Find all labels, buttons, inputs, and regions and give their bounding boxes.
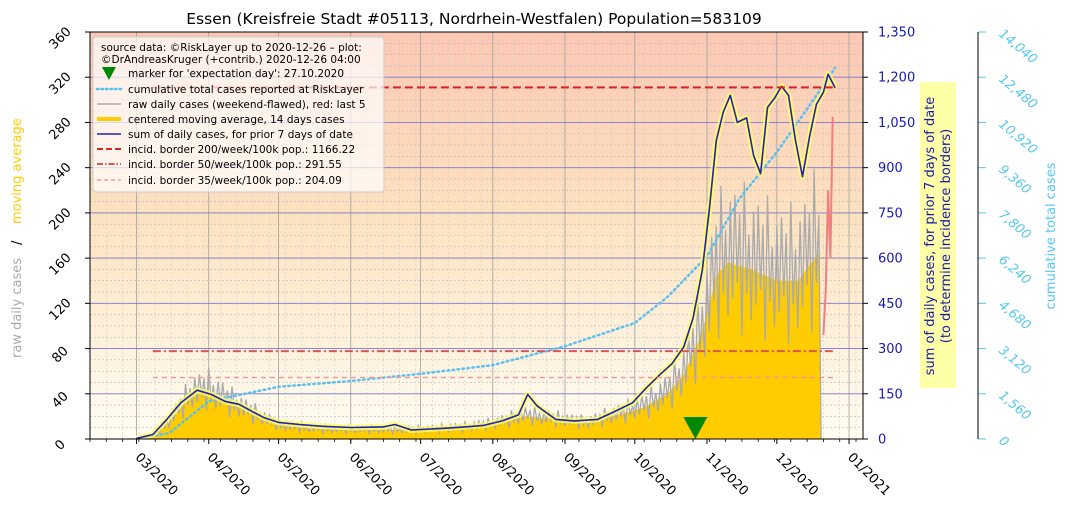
right-axis: 0 150 300 450 600 750 900 1,050 1,200 1,350 bbox=[863, 26, 915, 448]
right-tick-label: 1,350 bbox=[878, 26, 915, 41]
x-tick-label: 11/2020 bbox=[702, 450, 751, 499]
right-tick-label: 1,200 bbox=[878, 71, 915, 86]
right-tick-label: 450 bbox=[878, 297, 903, 312]
right-tick-label: 0 bbox=[878, 433, 886, 448]
right2-tick-label: 1,560 bbox=[995, 388, 1033, 423]
right2-tick-label: 6,240 bbox=[995, 253, 1033, 288]
right-axis-label-box bbox=[920, 82, 956, 388]
x-tick-label: 03/2020 bbox=[132, 450, 181, 499]
legend-entry-border200: incid. border 200/week/100k pop.: 1166.2… bbox=[128, 144, 355, 156]
right-tick-label: 750 bbox=[878, 206, 903, 221]
left-axis-label-sep: / bbox=[10, 240, 25, 245]
right-tick-label: 900 bbox=[878, 161, 903, 176]
raw-last5-line bbox=[822, 116, 834, 336]
right2-tick-label: 0 bbox=[995, 434, 1011, 451]
right2-tick-label: 10,920 bbox=[995, 117, 1039, 158]
right-tick-label: 1,050 bbox=[878, 116, 915, 131]
legend-entry-ma: centered moving average, 14 days cases bbox=[128, 114, 345, 126]
left-tick-label: 160 bbox=[46, 251, 74, 279]
right2-tick-label: 9,360 bbox=[995, 162, 1033, 197]
legend-header-1: source data: ©RiskLayer up to 2020-12-26… bbox=[101, 42, 362, 54]
left-tick-label: 320 bbox=[46, 70, 74, 98]
legend-marker-icon bbox=[102, 67, 116, 80]
right-axis-2: 0 1,560 3,120 4,680 6,240 7,800 9,360 10,92012,… bbox=[978, 27, 1040, 451]
right-axis-label-line1: sum of daily cases, for prior 7 days of … bbox=[923, 97, 938, 376]
legend-entry-border50: incid. border 50/week/100k pop.: 291.55 bbox=[128, 159, 342, 171]
sum7-line bbox=[136, 73, 836, 439]
right2-tick-label: 3,120 bbox=[995, 343, 1033, 378]
left-axis-label-ma: moving average bbox=[10, 118, 25, 224]
x-tick-label: 04/2020 bbox=[204, 450, 253, 499]
left-axis: 0 40 80 120 160 200 240 280 320 360 bbox=[46, 24, 90, 454]
right-tick-label: 150 bbox=[878, 387, 903, 402]
legend-header-2: ©DrAndreasKruger (+contrib.) 2020-12-26 … bbox=[101, 54, 361, 66]
right2-tick-label: 7,800 bbox=[995, 207, 1033, 242]
chart-title: Essen (Kreisfreie Stadt #05113, Nordrhei… bbox=[186, 10, 761, 28]
x-tick-label: 12/2020 bbox=[772, 450, 821, 499]
legend-entry-raw: raw daily cases (weekend-flawed), red: l… bbox=[128, 99, 366, 111]
left-tick-label: 200 bbox=[46, 205, 74, 233]
right2-tick-label: 14,040 bbox=[995, 27, 1039, 68]
right2-tick-label: 4,680 bbox=[995, 298, 1033, 333]
expectation-day-marker bbox=[683, 417, 708, 439]
right2-tick-label: 12,480 bbox=[995, 72, 1039, 113]
x-tick-label: 07/2020 bbox=[416, 450, 465, 499]
x-tick-label: 05/2020 bbox=[274, 450, 323, 499]
legend-entry-border35: incid. border 35/week/100k pop.: 204.09 bbox=[128, 175, 342, 187]
legend-entry-marker: marker for 'expectation day': 27.10.2020 bbox=[128, 68, 344, 80]
x-axis: 03/2020 04/2020 05/2020 06/2020 07/2020 08/20… bbox=[89, 439, 893, 499]
legend: source data: ©RiskLayer up to 2020-12-26… bbox=[92, 36, 385, 193]
left-tick-label: 0 bbox=[52, 437, 68, 453]
left-tick-label: 280 bbox=[46, 115, 74, 143]
series-layer bbox=[127, 66, 838, 439]
x-tick-label: 01/2021 bbox=[844, 450, 893, 499]
left-tick-label: 120 bbox=[46, 296, 74, 324]
plot-frame bbox=[89, 31, 864, 440]
right-tick-label: 300 bbox=[878, 342, 903, 357]
left-tick-label: 360 bbox=[46, 24, 74, 52]
x-tick-label: 10/2020 bbox=[630, 450, 679, 499]
left-axis-label-raw: raw daily cases bbox=[10, 258, 25, 358]
left-tick-label: 240 bbox=[46, 160, 74, 188]
x-tick-label: 08/2020 bbox=[488, 450, 537, 499]
legend-entry-sum7: sum of daily cases, for prior 7 days of … bbox=[128, 129, 353, 141]
right-tick-label: 600 bbox=[878, 252, 903, 267]
cumulative-line bbox=[135, 66, 837, 439]
left-tick-label: 40 bbox=[49, 389, 71, 411]
legend-box bbox=[92, 36, 385, 193]
left-tick-label: 80 bbox=[49, 344, 71, 366]
x-tick-label: 06/2020 bbox=[346, 450, 395, 499]
x-tick-label: 09/2020 bbox=[560, 450, 609, 499]
legend-entry-cumulative: cumulative total cases reported at RiskL… bbox=[128, 84, 364, 96]
right-axis-2-label: cumulative total cases bbox=[1044, 162, 1059, 309]
right-axis-label-line2: (to determine incidence borders) bbox=[939, 129, 954, 344]
